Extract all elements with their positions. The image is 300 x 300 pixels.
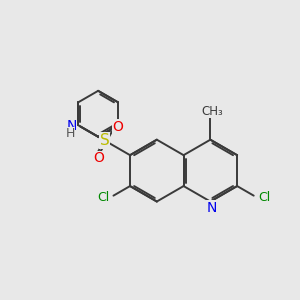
Text: N: N xyxy=(66,119,77,134)
Text: Cl: Cl xyxy=(97,190,109,204)
Text: S: S xyxy=(100,133,110,148)
Text: H: H xyxy=(65,127,75,140)
Text: O: O xyxy=(112,120,123,134)
Text: CH₃: CH₃ xyxy=(201,105,223,118)
Text: O: O xyxy=(93,151,104,165)
Text: N: N xyxy=(207,201,217,215)
Text: Cl: Cl xyxy=(258,190,270,204)
